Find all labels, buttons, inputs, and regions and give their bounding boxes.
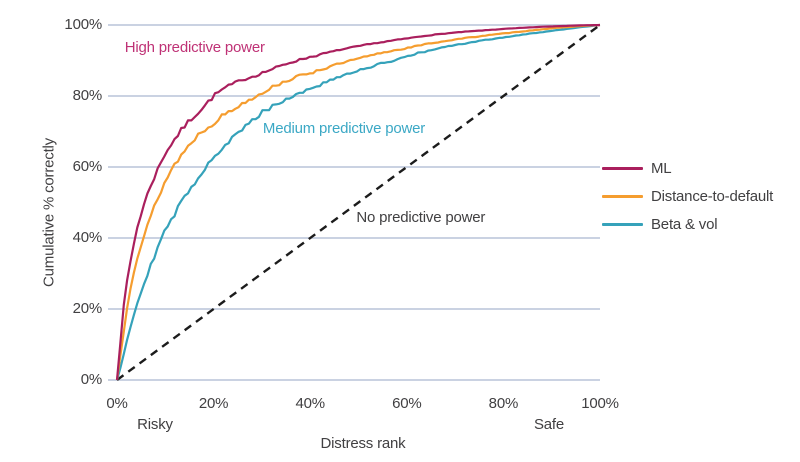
y-tick-label: 80% (72, 87, 103, 104)
y-tick-label: 100% (64, 16, 102, 33)
x-axis-safe-label: Safe (533, 416, 565, 433)
x-tick-label: 0% (106, 395, 128, 412)
legend-label: Distance-to-default (651, 187, 774, 205)
y-axis-title: Cumulative % correctly (40, 138, 58, 287)
x-tick-label: 60% (392, 395, 422, 412)
no-predictive-power-line (116, 24, 601, 381)
annotation-no-predictive-power: No predictive power (356, 209, 486, 227)
legend-label: ML (651, 159, 672, 177)
annotation-high-predictive-power: High predictive power (124, 39, 265, 57)
legend-row: Beta & vol (602, 210, 773, 238)
x-tick-label: 20% (198, 395, 229, 412)
legend-swatch-line (602, 222, 643, 226)
legend-row: Distance-to-default (602, 182, 773, 210)
x-tick-label: 100% (581, 395, 619, 412)
y-tick-label: 20% (72, 300, 103, 317)
y-tick-label: 0% (80, 371, 102, 388)
x-tick-label: 40% (295, 395, 325, 412)
y-tick-label: 60% (72, 158, 103, 175)
legend: ML Distance-to-default Beta & vol (602, 154, 773, 238)
x-tick-label: 80% (488, 395, 519, 412)
legend-label: Beta & vol (651, 215, 718, 233)
x-axis-title: Distress rank (320, 435, 406, 452)
y-tick-label: 40% (72, 229, 103, 246)
ml-curve (115, 23, 601, 381)
beta-vol-curve (115, 23, 601, 381)
legend-row: ML (602, 154, 773, 182)
legend-swatch-line (602, 166, 643, 170)
annotation-medium-predictive-power: Medium predictive power (262, 120, 426, 137)
x-axis-risky-label: Risky (137, 416, 173, 433)
legend-swatch-line (602, 194, 643, 198)
distance-to-default-curve (115, 23, 601, 381)
